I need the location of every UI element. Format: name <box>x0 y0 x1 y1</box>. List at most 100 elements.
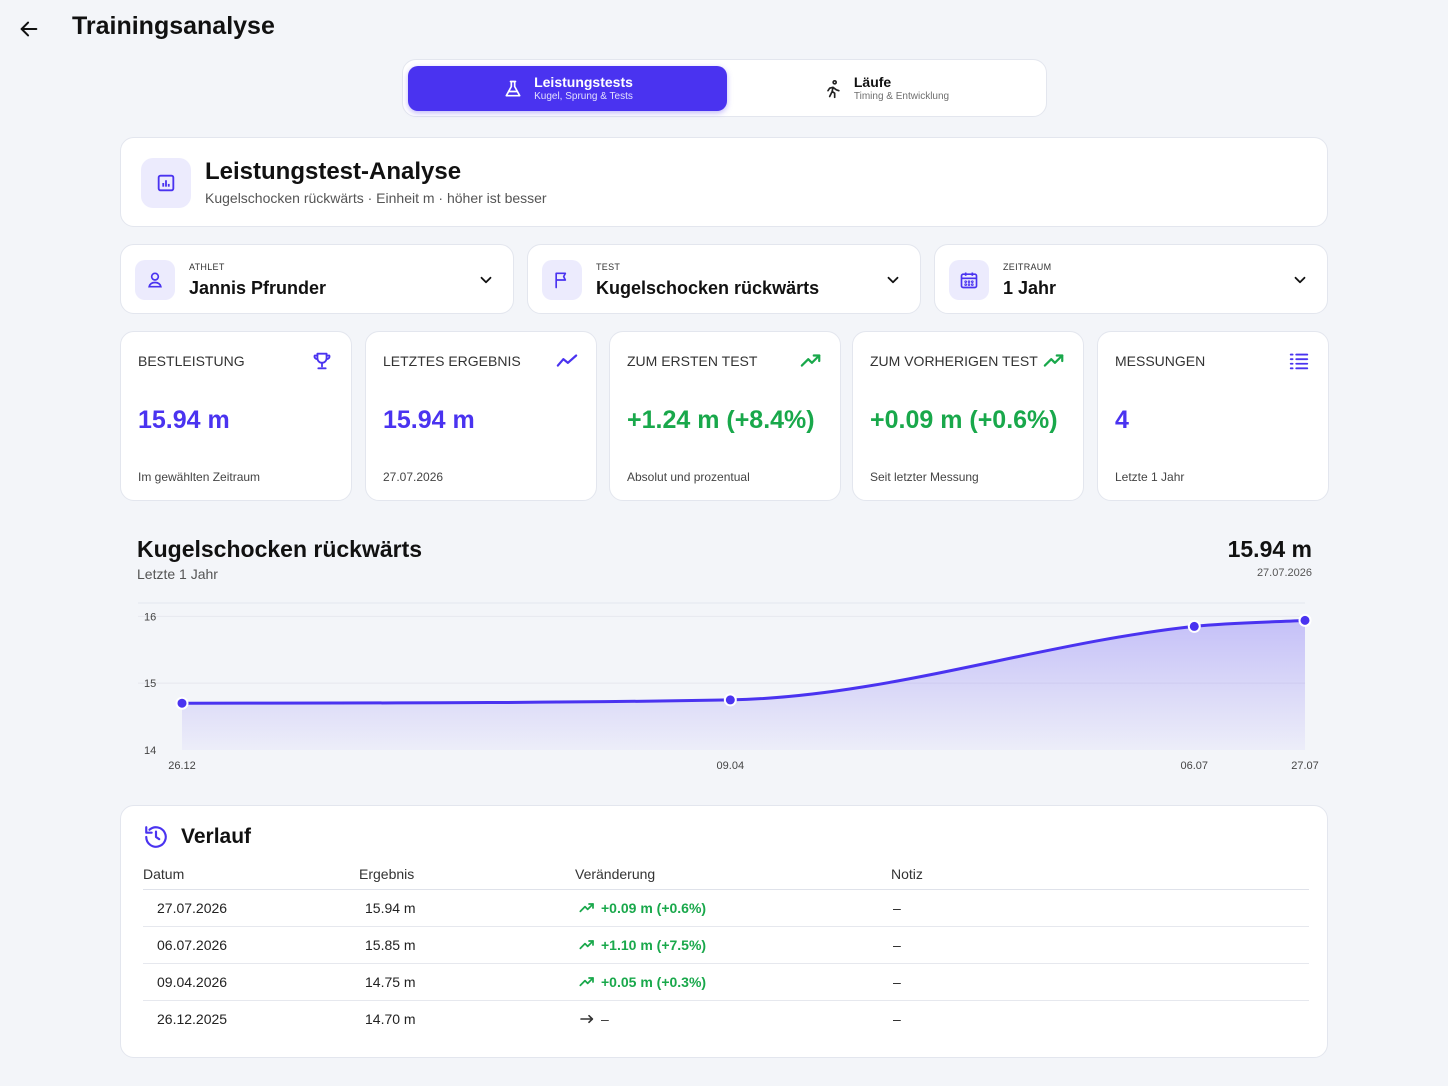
stat-value: 15.94 m <box>383 406 475 434</box>
stat-value: 4 <box>1115 406 1129 434</box>
cell-change: +0.05 m (+0.3%) <box>579 974 706 990</box>
change-value: +1.10 m (+7.5%) <box>601 937 707 953</box>
history-icon <box>145 826 167 848</box>
cell-ergebnis: 14.75 m <box>365 974 416 990</box>
stat-sub: 27.07.2026 <box>383 470 444 484</box>
cell-change: +0.09 m (+0.6%) <box>579 900 706 916</box>
y-tick-label: 15 <box>144 678 156 690</box>
data-point[interactable] <box>175 696 189 710</box>
athlet-select[interactable]: ATHLET Jannis Pfrunder <box>120 244 514 314</box>
chart-latest-value: 15.94 m <box>1227 536 1312 562</box>
chart-subtitle: Letzte 1 Jahr <box>137 566 218 582</box>
stat-label: ZUM VORHERIGEN TEST <box>870 353 1038 369</box>
data-point[interactable] <box>723 693 737 707</box>
cell-notiz: – <box>893 937 901 953</box>
tab-label: Leistungstests <box>534 73 633 90</box>
column-header: Veränderung <box>575 866 656 882</box>
back-button[interactable] <box>16 16 42 42</box>
x-tick-label: 26.12 <box>168 760 196 772</box>
change-value: +0.09 m (+0.6%) <box>601 900 707 916</box>
tab-laeufe[interactable]: Läufe Timing & Entwicklung <box>726 66 1045 111</box>
calendar-badge <box>949 260 989 300</box>
athlet-value: Jannis Pfrunder <box>189 278 327 298</box>
chevron-down-icon <box>480 276 492 284</box>
cell-datum: 06.07.2026 <box>157 937 228 953</box>
data-point[interactable] <box>1298 613 1312 627</box>
cell-datum: 26.12.2025 <box>157 1011 228 1027</box>
analysis-subtitle: Kugelschocken rückwärts · Einheit m · hö… <box>205 190 547 206</box>
bar-chart-icon <box>157 174 175 192</box>
cell-ergebnis: 14.70 m <box>365 1011 416 1027</box>
x-tick-label: 09.04 <box>717 760 745 772</box>
flask-icon <box>502 78 524 100</box>
top-bar: Trainingsanalyse <box>0 0 1448 58</box>
cell-datum: 09.04.2026 <box>157 974 228 990</box>
analysis-title: Leistungstest-Analyse <box>205 158 462 185</box>
page-title: Trainingsanalyse <box>72 12 275 40</box>
zeitraum-value: 1 Jahr <box>1003 278 1057 298</box>
arrow-left-icon <box>20 21 38 37</box>
stat-bestleistung: BESTLEISTUNG 15.94 m Im gewählten Zeitra… <box>120 331 352 501</box>
chart-latest-date: 27.07.2026 <box>1256 567 1312 579</box>
zeitraum-select[interactable]: ZEITRAUM 1 Jahr <box>934 244 1328 314</box>
chart-badge <box>141 158 191 208</box>
table-row: 27.07.2026 15.94 m +0.09 m (+0.6%) – <box>143 890 1309 927</box>
flag-icon <box>555 272 567 289</box>
tab-sublabel: Kugel, Sprung & Tests <box>534 91 633 103</box>
cell-change: – <box>579 1011 609 1027</box>
flag-badge <box>542 260 582 300</box>
history-header: Verlauf <box>143 824 251 850</box>
tab-label: Läufe <box>853 73 892 90</box>
chevron-down-icon <box>1294 276 1306 284</box>
y-tick-label: 16 <box>144 611 156 623</box>
stat-sub: Im gewählten Zeitraum <box>138 470 261 484</box>
chart-area <box>182 620 1305 750</box>
stat-messungen: MESSUNGEN 4 Letzte 1 Jahr <box>1097 331 1329 501</box>
tab-leistungstests[interactable]: Leistungstests Kugel, Sprung & Tests <box>408 66 727 111</box>
trend-up-icon <box>579 903 594 913</box>
stat-letztes-ergebnis: LETZTES ERGEBNIS 15.94 m 27.07.2026 <box>365 331 597 501</box>
cell-ergebnis: 15.85 m <box>365 937 416 953</box>
stat-sub: Seit letzter Messung <box>870 470 979 484</box>
change-value: +0.05 m (+0.3%) <box>601 974 707 990</box>
column-header: Ergebnis <box>359 866 415 882</box>
column-header: Notiz <box>891 866 923 882</box>
trend-up-icon <box>1043 354 1064 367</box>
chart-title: Kugelschocken rückwärts <box>137 536 423 562</box>
chart-line <box>181 618 1306 705</box>
x-tick-label: 27.07 <box>1291 760 1319 772</box>
cell-notiz: – <box>893 974 901 990</box>
list-icon <box>1289 353 1309 370</box>
arrow-right-icon <box>580 1014 594 1024</box>
stat-sub: Letzte 1 Jahr <box>1115 470 1185 484</box>
cell-notiz: – <box>893 900 901 916</box>
trophy-icon <box>313 352 331 370</box>
data-point[interactable] <box>1187 619 1201 633</box>
test-select[interactable]: TEST Kugelschocken rückwärts <box>527 244 921 314</box>
history-title: Verlauf <box>181 825 252 848</box>
table-row: 06.07.2026 15.85 m +1.10 m (+7.5%) – <box>143 927 1309 964</box>
user-badge <box>135 260 175 300</box>
zeitraum-label: ZEITRAUM <box>1003 262 1052 272</box>
user-icon <box>148 272 162 288</box>
trend-up-icon <box>579 940 594 950</box>
change-value: – <box>601 1011 609 1027</box>
stat-zum-ersten-test: ZUM ERSTEN TEST +1.24 m (+8.4%) Absolut … <box>609 331 841 501</box>
cell-ergebnis: 15.94 m <box>365 900 416 916</box>
calendar-icon <box>960 272 978 289</box>
column-header: Datum <box>143 866 185 882</box>
stat-label: ZUM ERSTEN TEST <box>627 353 758 369</box>
progress-chart: 14 15 16 26.12 09.04 06.07 27.07 <box>138 602 1319 772</box>
stat-zum-vorherigen-test: ZUM VORHERIGEN TEST +0.09 m (+0.6%) Seit… <box>852 331 1084 501</box>
x-tick-label: 06.07 <box>1181 760 1209 772</box>
cell-notiz: – <box>893 1011 901 1027</box>
runner-icon <box>822 78 844 100</box>
test-label: TEST <box>596 262 621 272</box>
stat-label: MESSUNGEN <box>1115 353 1206 369</box>
cell-datum: 27.07.2026 <box>157 900 228 916</box>
y-tick-label: 14 <box>144 745 156 757</box>
test-value: Kugelschocken rückwärts <box>596 278 820 298</box>
trend-up-icon <box>579 977 594 987</box>
stat-value: 15.94 m <box>138 406 230 434</box>
table-row: 26.12.2025 14.70 m – – <box>143 1001 1309 1038</box>
